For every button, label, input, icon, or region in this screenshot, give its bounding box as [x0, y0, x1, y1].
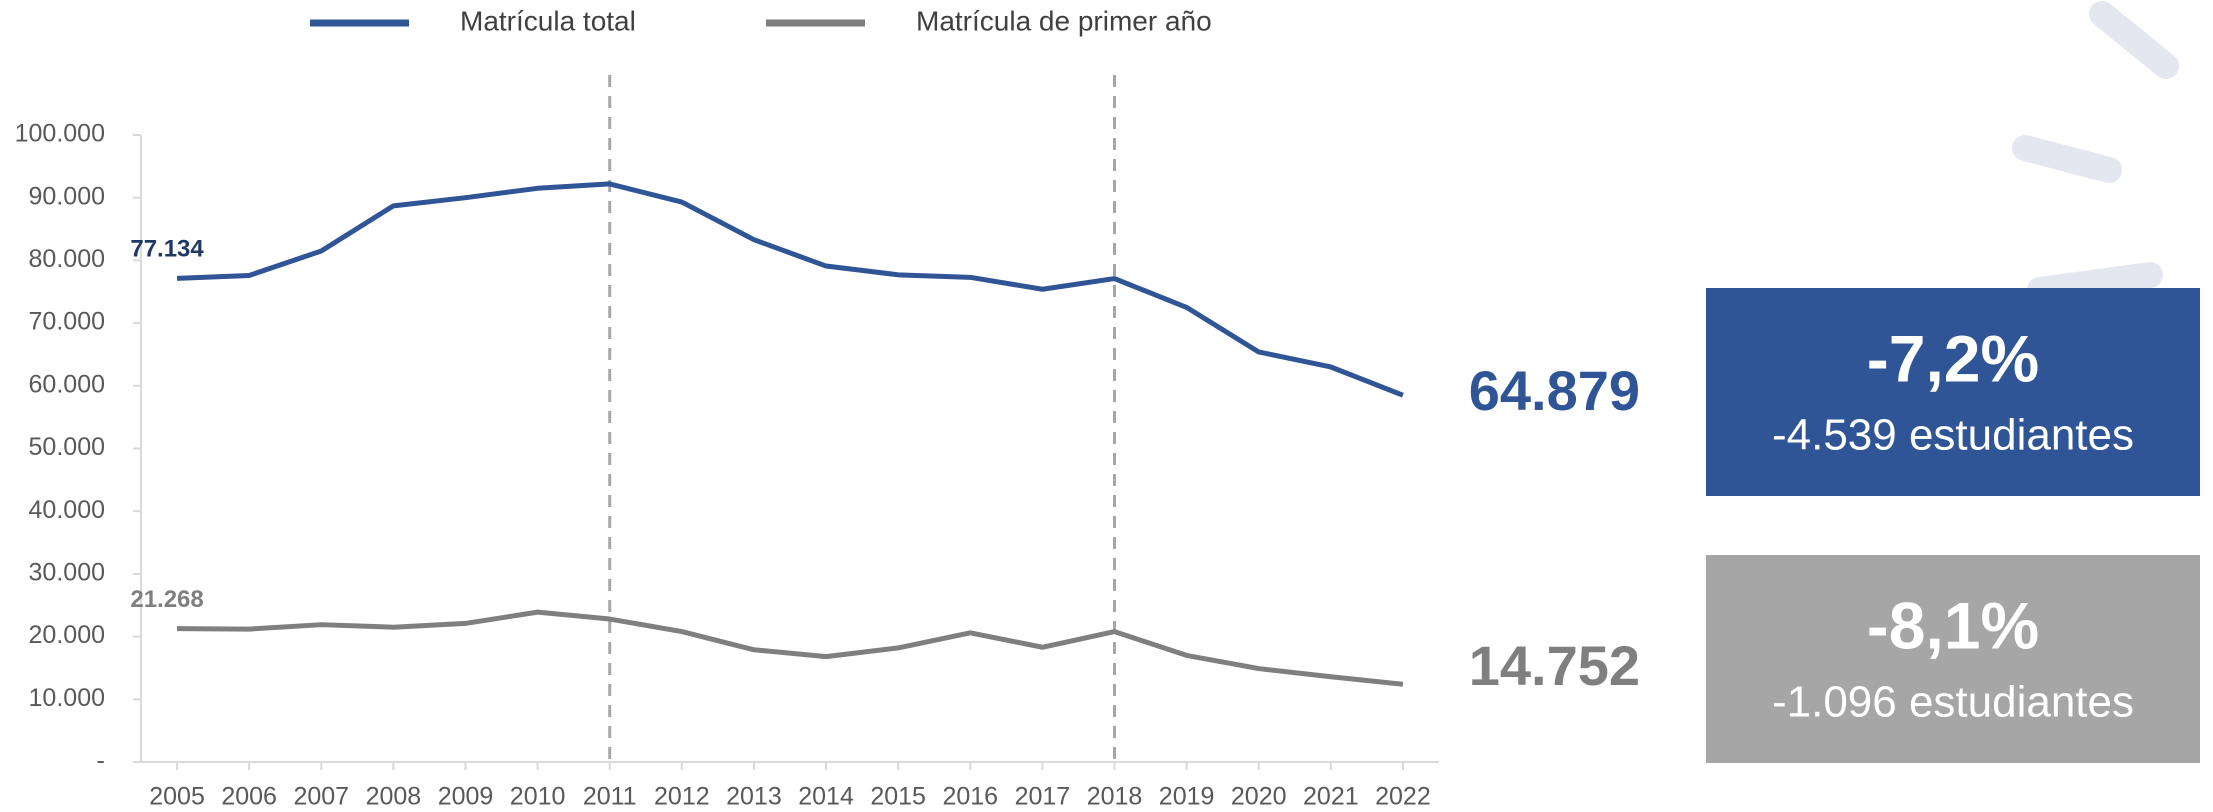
x-tick-label: 2019 [1159, 783, 1215, 811]
x-tick-label: 2020 [1231, 783, 1287, 811]
end-label: 64.879 [1469, 359, 1640, 422]
callout-detail: -1.096 estudiantes [1772, 678, 2134, 727]
x-tick-label: 2022 [1375, 783, 1431, 811]
x-tick-label: 2007 [293, 783, 349, 811]
callout-change: -8,1% [1867, 588, 2039, 662]
y-tick-label: - [97, 747, 105, 775]
x-tick-label: 2012 [654, 783, 710, 811]
y-tick-label: 10.000 [29, 684, 105, 712]
callout-box [1706, 555, 2200, 763]
x-tick-label: 2014 [798, 783, 854, 811]
legend-label: Matrícula total [460, 5, 636, 36]
x-tick-label: 2011 [583, 783, 637, 811]
x-tick-label: 2008 [366, 783, 422, 811]
x-tick-label: 2009 [438, 783, 494, 811]
x-tick-label: 2021 [1303, 783, 1359, 811]
decoration [2012, 135, 2122, 183]
data-label: 77.134 [130, 236, 204, 263]
callout-box [1706, 288, 2200, 496]
y-tick-label: 100.000 [15, 120, 105, 148]
series-line [176, 181, 1404, 398]
y-tick-label: 40.000 [29, 496, 105, 524]
x-tick-label: 2015 [870, 783, 926, 811]
decoration [2089, 1, 2179, 79]
end-label: 14.752 [1469, 634, 1640, 697]
x-tick-label: 2005 [149, 783, 205, 811]
x-tick-label: 2010 [510, 783, 566, 811]
x-tick-label: 2016 [942, 783, 998, 811]
x-tick-label: 2018 [1087, 783, 1143, 811]
data-label: 21.268 [130, 586, 203, 613]
y-tick-label: 20.000 [29, 621, 105, 649]
decoration [2027, 262, 2163, 303]
y-tick-label: 50.000 [29, 433, 105, 461]
callout-detail: -4.539 estudiantes [1772, 411, 2134, 460]
x-tick-label: 2013 [726, 783, 782, 811]
y-tick-label: 70.000 [29, 308, 105, 336]
callout-change: -7,2% [1867, 321, 2039, 395]
y-tick-label: 80.000 [29, 245, 105, 273]
y-tick-label: 60.000 [29, 370, 105, 398]
x-tick-label: 2006 [221, 783, 277, 811]
y-tick-label: 90.000 [29, 182, 105, 210]
legend-label: Matrícula de primer año [916, 5, 1212, 36]
x-tick-label: 2017 [1015, 783, 1071, 811]
y-tick-label: 30.000 [29, 559, 105, 587]
series-line [177, 609, 1404, 687]
